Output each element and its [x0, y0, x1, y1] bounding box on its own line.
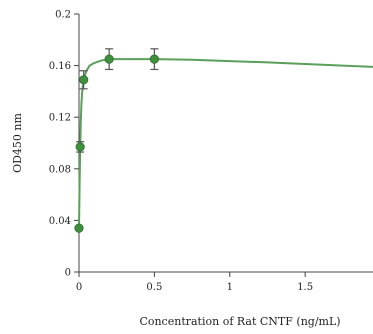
y-tick-label: 0.04: [49, 216, 71, 227]
y-tick-label: 0.12: [49, 113, 71, 124]
y-tick-label: 0.16: [49, 61, 71, 72]
data-point: [104, 54, 114, 64]
data-point-layer: [74, 54, 159, 233]
x-axis-label: Concentration of Rat CNTF (ng/mL): [139, 315, 340, 328]
x-tick-label: 1.5: [297, 282, 313, 293]
data-point: [149, 54, 159, 64]
axes: [78, 14, 373, 273]
fit-curve-layer: [78, 58, 373, 229]
x-tick-label: 0: [76, 282, 82, 293]
data-point: [79, 75, 89, 85]
y-axis-ticks: 0 0.04 0.08 0.12 0.16 0.2: [49, 10, 79, 279]
y-tick-label: 0: [65, 268, 71, 279]
data-point: [75, 142, 85, 152]
y-tick-label: 0.08: [49, 164, 71, 175]
errorbar-layer: [76, 48, 159, 153]
x-axis-ticks: 0 0.5 1 1.5: [76, 272, 313, 293]
y-axis-label: OD450 nm: [11, 113, 24, 173]
data-point: [74, 223, 84, 233]
y-tick-label: 0.2: [55, 10, 71, 21]
x-tick-label: 1: [227, 282, 233, 293]
x-tick-label: 0.5: [146, 282, 162, 293]
fit-curve: [78, 58, 373, 229]
